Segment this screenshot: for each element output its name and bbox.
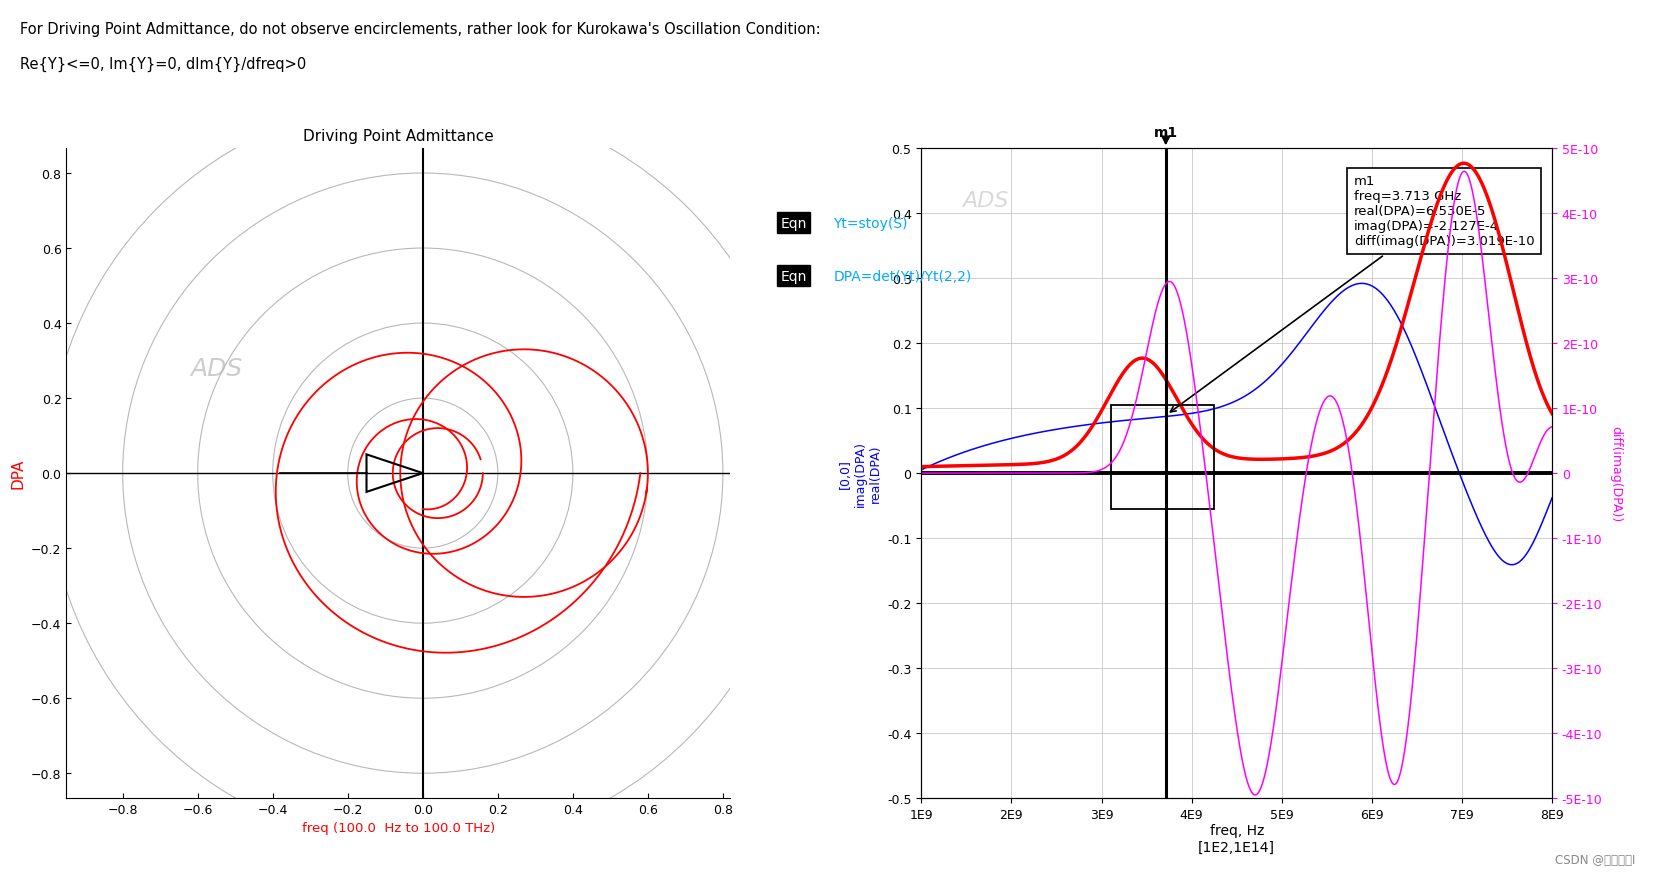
Bar [1111, 405, 1213, 510]
Text: m1: m1 [1154, 125, 1179, 139]
Text: DPA=det(Yt)/Yt(2,2): DPA=det(Yt)/Yt(2,2) [833, 269, 971, 283]
Text: Eqn: Eqn [780, 217, 807, 231]
Text: CSDN @怡步晓心I: CSDN @怡步晓心I [1555, 853, 1635, 866]
Y-axis label: DPA: DPA [10, 459, 25, 488]
X-axis label: freq, Hz
[1E2,1E14]: freq, Hz [1E2,1E14] [1199, 824, 1275, 853]
Text: ADS: ADS [961, 191, 1008, 211]
X-axis label: freq (100.0  Hz to 100.0 THz): freq (100.0 Hz to 100.0 THz) [302, 822, 495, 834]
Text: Eqn: Eqn [780, 269, 807, 283]
Text: For Driving Point Admittance, do not observe encirclements, rather look for Kuro: For Driving Point Admittance, do not obs… [20, 22, 820, 37]
Text: Yt=stoy(S): Yt=stoy(S) [833, 217, 908, 231]
Text: Re{Y}<=0, Im{Y}=0, dIm{Y}/dfreq>0: Re{Y}<=0, Im{Y}=0, dIm{Y}/dfreq>0 [20, 57, 305, 72]
Title: Driving Point Admittance: Driving Point Admittance [304, 129, 493, 144]
Text: m1
freq=3.713 GHz
real(DPA)=6.530E-5
imag(DPA)=-2.127E-4
diff(imag(DPA))=3.019E-: m1 freq=3.713 GHz real(DPA)=6.530E-5 ima… [1170, 175, 1534, 412]
Y-axis label: diff(imag(DPA)): diff(imag(DPA)) [1609, 425, 1622, 522]
Text: ADS: ADS [191, 357, 242, 381]
Y-axis label: [0,0]
imag(DPA)
real(DPA): [0,0] imag(DPA) real(DPA) [838, 440, 881, 507]
